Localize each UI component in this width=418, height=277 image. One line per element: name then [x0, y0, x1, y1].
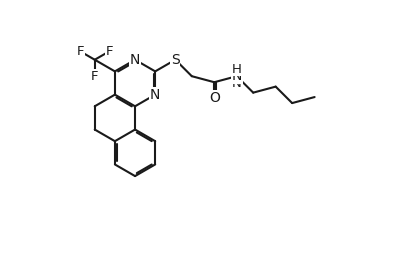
Text: F: F — [76, 45, 84, 58]
Text: F: F — [91, 70, 99, 83]
Text: F: F — [105, 45, 113, 58]
Text: S: S — [171, 53, 180, 67]
Text: O: O — [209, 91, 220, 105]
Text: H: H — [232, 63, 242, 76]
Text: N: N — [232, 69, 242, 83]
Text: N: N — [150, 88, 161, 102]
Text: H
N: H N — [232, 62, 242, 90]
Text: N: N — [130, 53, 140, 67]
